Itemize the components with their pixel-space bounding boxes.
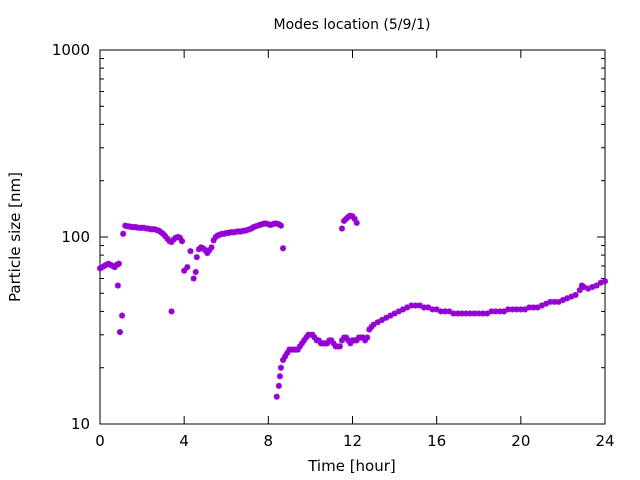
x-tick-label: 12 — [343, 432, 362, 450]
data-point — [187, 248, 194, 255]
data-point — [184, 264, 191, 271]
data-point — [593, 282, 600, 289]
data-point — [336, 343, 343, 350]
data-point — [364, 334, 371, 341]
data-point — [421, 304, 428, 311]
data-point — [280, 245, 287, 252]
data-point — [602, 278, 608, 285]
x-axis-ticks: 0 4 8 12 16 20 24 — [95, 50, 615, 450]
data-point — [192, 268, 199, 275]
chart-title: Modes location (5/9/1) — [274, 17, 431, 33]
data-point — [505, 306, 512, 313]
data-point — [538, 302, 545, 309]
data-point — [114, 282, 121, 289]
data-point — [276, 373, 283, 380]
data-points — [97, 212, 608, 400]
data-point — [208, 244, 215, 251]
data-point — [273, 393, 280, 400]
data-point — [116, 329, 123, 336]
y-tick-label: 10 — [71, 415, 90, 433]
data-point — [353, 219, 360, 226]
data-point — [277, 222, 284, 229]
data-point — [115, 260, 122, 267]
data-point — [179, 238, 186, 245]
data-point — [338, 225, 345, 232]
data-point — [517, 306, 524, 313]
data-point — [168, 308, 175, 315]
x-tick-label: 16 — [427, 432, 446, 450]
y-tick-label: 1000 — [52, 41, 90, 59]
data-point — [120, 230, 127, 237]
data-point — [193, 254, 200, 261]
data-point — [296, 343, 303, 350]
x-tick-label: 24 — [595, 432, 614, 450]
y-axis-ticks: 10 100 1000 — [52, 41, 605, 433]
data-point — [475, 310, 482, 317]
x-tick-label: 20 — [511, 432, 530, 450]
data-point — [374, 319, 381, 326]
data-point — [119, 312, 126, 319]
data-point — [190, 275, 197, 282]
x-tick-label: 4 — [179, 432, 189, 450]
data-point — [496, 308, 503, 315]
y-minor-ticks — [100, 58, 605, 369]
x-tick-label: 8 — [264, 432, 274, 450]
x-axis-label: Time [hour] — [307, 457, 396, 475]
data-point — [275, 382, 282, 389]
x-tick-label: 0 — [95, 432, 105, 450]
data-point — [572, 291, 579, 298]
y-tick-label: 100 — [61, 228, 90, 246]
data-point — [576, 287, 583, 294]
data-point — [277, 364, 284, 371]
y-axis-label: Particle size [nm] — [6, 172, 24, 302]
